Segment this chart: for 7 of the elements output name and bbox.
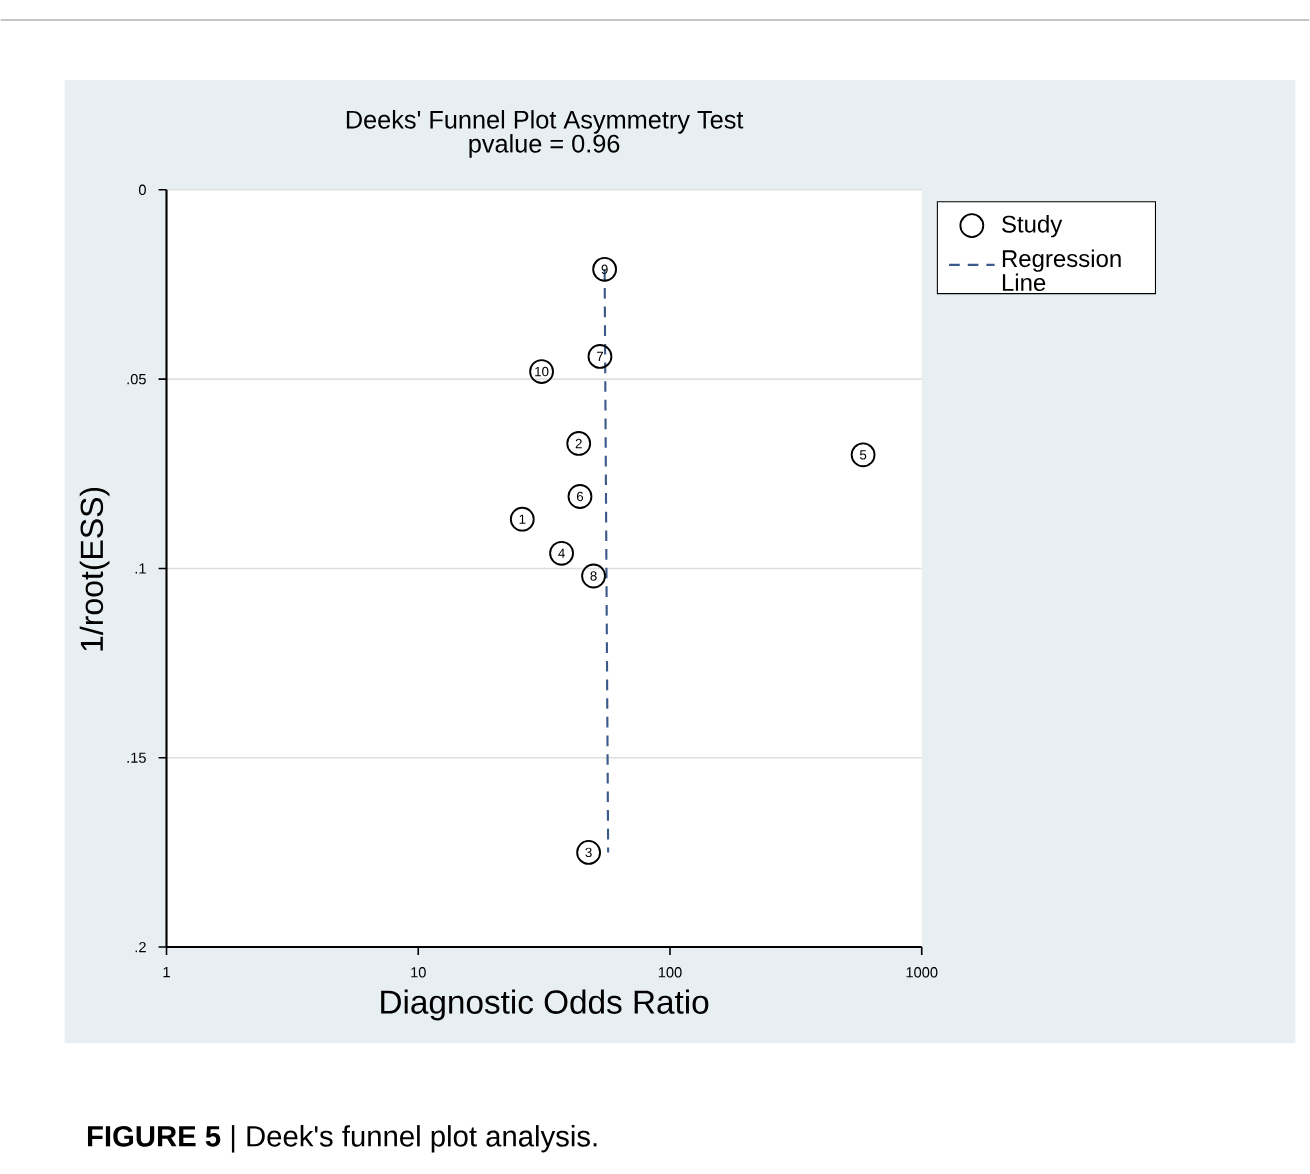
chart-title: Deeks' Funnel Plot Asymmetry Test — [346, 109, 744, 134]
legend-label: Study — [1002, 214, 1063, 237]
chart-subtitle: pvalue = 0.96 — [469, 133, 620, 158]
text: FIGURE 5 | Deek's funnel plot analysis. — [87, 1124, 597, 1153]
x-axis-title: Diagnostic Odds Ratio — [381, 989, 709, 1021]
legend-label: Regression Line — [1002, 249, 1121, 291]
y-axis-title: 1/root(ESS) — [79, 487, 110, 651]
